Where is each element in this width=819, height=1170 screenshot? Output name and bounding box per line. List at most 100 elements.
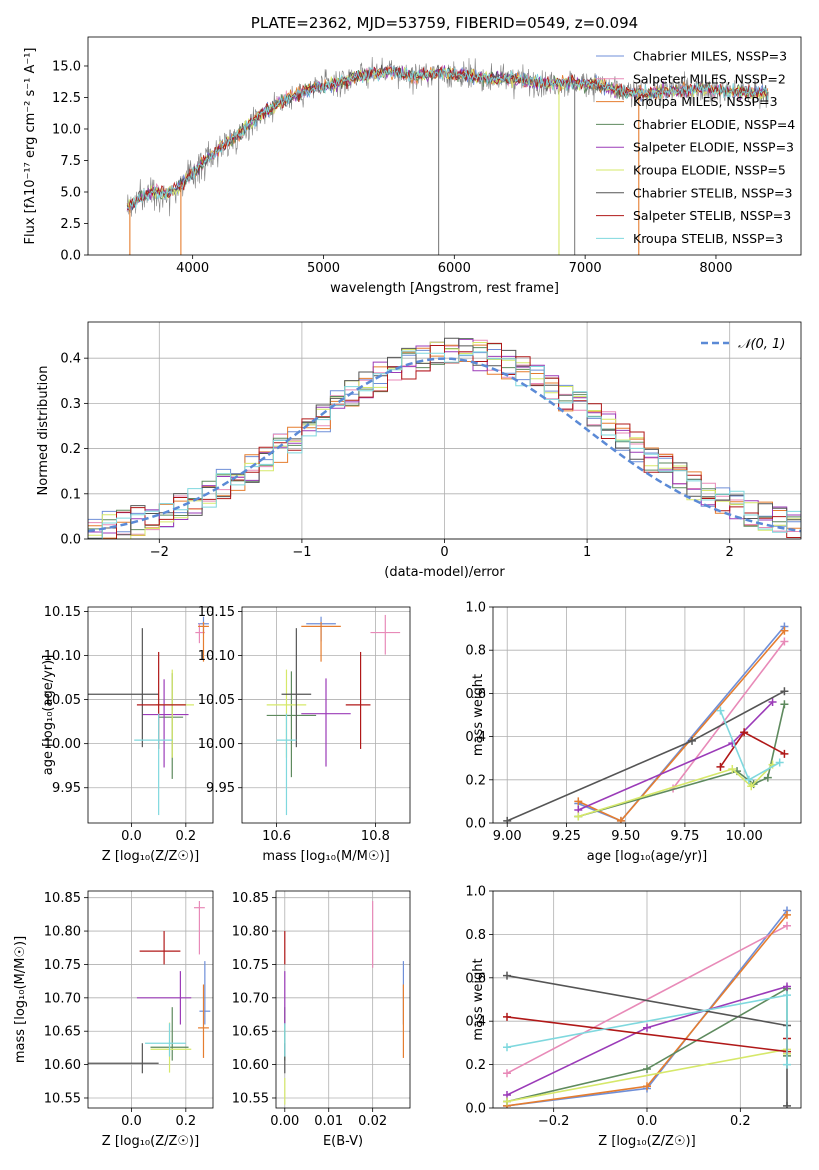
weight-marker: [747, 782, 756, 791]
normal-distribution-curve: [88, 357, 801, 533]
y-tick-label: 0.4: [465, 730, 486, 745]
y-tick-label: 10.05: [44, 693, 81, 708]
errorbars: [284, 901, 405, 1105]
errorbar-point: [88, 1043, 159, 1074]
chart-title: PLATE=2362, MJD=53759, FIBERID=0549, z=0…: [251, 14, 638, 32]
legend-label: Salpeter STELIB, NSSP=3: [633, 208, 791, 223]
errorbar-point: [88, 628, 159, 748]
x-tick-label: 10.6: [262, 829, 291, 844]
weight-marker: [780, 637, 789, 646]
model-spectrum-line: [127, 66, 769, 211]
x-tick-label: 0.2: [175, 1114, 196, 1129]
y-tick-label: 0.6: [465, 971, 486, 986]
y-tick-label: 10.75: [232, 958, 269, 973]
weight-marker: [574, 812, 583, 821]
y-tick-label: 7.5: [60, 154, 81, 169]
y-tick-label: 0.1: [60, 487, 81, 502]
y-tick-label: 0.8: [465, 928, 486, 943]
y-tick-label: 10.55: [44, 1091, 81, 1106]
y-tick-label: 0.2: [60, 442, 81, 457]
spectrum-panel: PLATE=2362, MJD=53759, FIBERID=0549, z=0…: [23, 14, 802, 296]
age-vs-metallicity-panel: 0.0 0.2 9.95 10.00 10.05 10.10 10.15 Z [log₁₀(Z…: [41, 605, 214, 864]
legend-label: Chabrier MILES, NSSP=3: [633, 49, 787, 64]
x-tick-label: 0.2: [175, 829, 196, 844]
weight-marker: [744, 775, 753, 784]
y-tick-label: 10.75: [44, 958, 81, 973]
y-tick-label: 0.8: [465, 644, 486, 659]
weight-series-line: [672, 641, 786, 789]
weight-lines: [503, 906, 791, 1108]
y-tick-label: 9.95: [52, 781, 81, 796]
errorbar-point: [345, 651, 371, 749]
y-tick-label: 0.4: [60, 352, 81, 367]
x-tick-label: 9.50: [611, 829, 640, 844]
legend-label: Salpeter MILES, NSSP=2: [633, 71, 786, 86]
y-tick-label: 9.95: [206, 781, 235, 796]
weight-marker: [780, 687, 789, 696]
errorbar-point: [145, 1023, 186, 1057]
weight-series-line: [719, 731, 785, 768]
mass-vs-extinction-panel: 0.00 0.01 0.02 10.55 10.60 10.65 10.70 10.75 10.…: [232, 890, 411, 1149]
y-tick-label: 10.00: [198, 737, 235, 752]
weight-lines: [503, 622, 789, 823]
y-tick-label: 1.0: [465, 601, 486, 616]
weight-marker: [768, 698, 777, 707]
x-axis-label: Z [log₁₀(Z/Z☉)]: [598, 1134, 695, 1149]
weight-marker: [783, 1101, 791, 1108]
y-tick-label: 2.5: [60, 217, 81, 232]
y-tick-label: 0.2: [465, 773, 486, 788]
weight-marker: [503, 1097, 511, 1106]
errorbar-point: [199, 961, 211, 1025]
errorbar-point: [142, 679, 189, 768]
errorbar-point: [276, 713, 297, 816]
x-axis-label: age [log₁₀(age/yr)]: [587, 849, 708, 864]
mass-vs-metallicity-panel: 0.0 0.2 10.55 10.60 10.65 10.70 10.75 10.80 10.8…: [13, 890, 214, 1149]
x-tick-label: 10.8: [361, 829, 390, 844]
weight-marker: [783, 991, 791, 1000]
x-tick-label: −0.2: [538, 1114, 570, 1129]
y-axis-label: mass [log₁₀(M/M☉)]: [13, 936, 28, 1063]
residuals-panel: −2 −1 0 1 2 0.0 0.1 0.2 0.3 0.4 (data-model)/error…: [36, 321, 802, 580]
weight-marker: [728, 765, 737, 773]
y-tick-label: 0.0: [465, 817, 486, 832]
weight-vs-age-panel: 9.00 9.25 9.50 9.75 10.00 0.0 0.2 0.4 0.6 0.8 1.0 a…: [465, 601, 802, 864]
y-tick-label: 0.6: [465, 687, 486, 702]
age-vs-mass-panel: 10.6 10.8 9.95 10.00 10.05 10.10 10.15 mass [lo…: [198, 605, 411, 864]
errorbar-point: [301, 678, 351, 767]
y-tick-label: 10.70: [44, 991, 81, 1006]
errorbar-point: [370, 614, 401, 655]
y-tick-label: 10.55: [232, 1091, 269, 1106]
weight-marker: [643, 1023, 651, 1032]
errorbar-point: [193, 901, 205, 955]
x-tick-label: 9.25: [552, 829, 581, 844]
weight-marker: [503, 971, 511, 980]
x-tick-label: 5000: [307, 261, 340, 276]
weight-vs-metallicity-panel: −0.2 0.0 0.2 0.0 0.2 0.4 0.6 0.8 1.0 Z [log₁₀(Z/Z…: [465, 885, 802, 1149]
errorbar-point: [155, 669, 194, 758]
x-tick-label: 0.0: [121, 1114, 142, 1129]
x-axis-label: wavelength [Angstrom, rest frame]: [330, 281, 559, 296]
weight-marker: [503, 816, 512, 823]
x-tick-label: 8000: [699, 261, 732, 276]
x-tick-label: 4000: [176, 261, 209, 276]
x-tick-label: 0.0: [121, 829, 142, 844]
errorbars: [266, 614, 401, 816]
y-axis-label: age [log₁₀(age/yr)]: [41, 655, 56, 776]
residual-histogram-step: [88, 350, 801, 539]
y-tick-label: 10.85: [232, 891, 269, 906]
y-tick-label: 10.10: [198, 649, 235, 664]
weight-marker: [643, 1082, 651, 1091]
x-tick-label: 0.00: [270, 1114, 299, 1129]
weight-marker: [783, 921, 791, 930]
legend-label: Kroupa ELODIE, NSSP=5: [633, 163, 786, 178]
legend-label: Kroupa MILES, NSSP=3: [633, 94, 778, 109]
x-tick-label: −2: [150, 545, 169, 560]
weight-series-line: [577, 630, 786, 822]
y-tick-label: 10.10: [44, 649, 81, 664]
legend-label: 𝒩(0, 1): [738, 337, 785, 352]
y-axis-label: mass weight: [471, 674, 486, 756]
spectrum-lines: [126, 56, 769, 255]
x-axis-label: E(B-V): [323, 1134, 363, 1149]
axes-frame: [87, 321, 802, 540]
weight-series-line: [578, 764, 774, 818]
